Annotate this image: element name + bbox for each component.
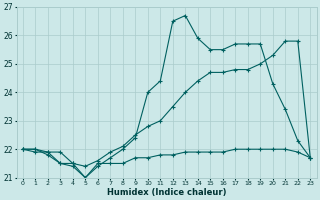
X-axis label: Humidex (Indice chaleur): Humidex (Indice chaleur) — [107, 188, 226, 197]
